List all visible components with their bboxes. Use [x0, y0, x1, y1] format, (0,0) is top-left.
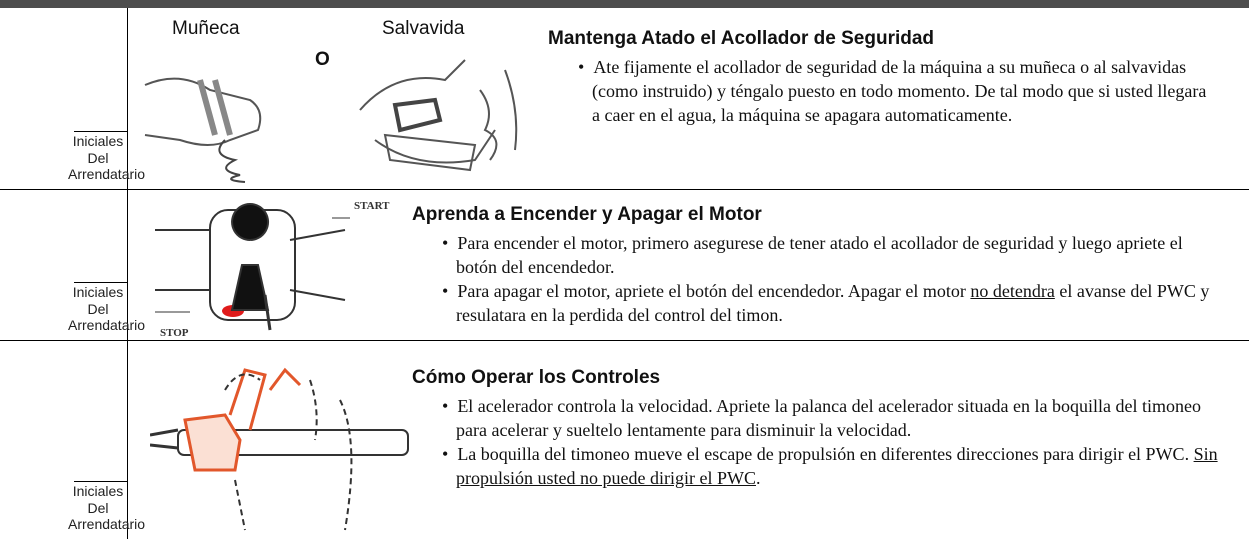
initials-line: Arrendatario — [68, 166, 146, 182]
bullet: • El acelerador controla la velocidad. A… — [442, 396, 1201, 440]
start-stop-illustration — [155, 203, 350, 331]
initials-line: Iniciales — [72, 483, 124, 499]
bullet-text: El acelerador controla la velocidad. Apr… — [456, 396, 1201, 440]
underlined-text: Sin propulsión usted no puede dirigir el… — [456, 444, 1218, 488]
initials-line: Iniciales — [72, 284, 124, 300]
signature-line — [74, 282, 127, 283]
wrist-illustration — [144, 77, 262, 183]
underlined-text: no detendra — [970, 281, 1055, 301]
row-divider — [0, 189, 1249, 190]
image-label: Salvavida — [382, 18, 465, 39]
initials-line: Arrendatario — [68, 516, 146, 532]
section-title: Cómo Operar los Controles — [412, 367, 661, 388]
top-bar — [0, 0, 1249, 8]
lifejacket-illustration — [359, 59, 518, 172]
bullet-list: • Para encender el motor, primero asegur… — [432, 231, 1222, 327]
section-title: Aprenda a Encender y Apagar el Motor — [412, 204, 762, 225]
bullet-text: el avanse del PWC y resulatara en la per… — [456, 281, 1210, 325]
bullet-text: Ate fijamente el acollador de seguridad … — [592, 57, 1207, 125]
image-label: STOP — [160, 327, 189, 339]
image-label: START — [354, 200, 390, 212]
bullet-list: • Ate fijamente el acollador de segurida… — [568, 55, 1208, 127]
signature-line — [74, 131, 127, 132]
bullet-text: . — [755, 468, 761, 488]
throttle-illustration — [150, 367, 409, 531]
bullet-text: Para encender el motor, primero asegures… — [456, 233, 1183, 277]
column-divider — [127, 8, 128, 539]
image-label: Muñeca — [172, 18, 240, 39]
initials-line: Arrendatario — [68, 317, 146, 333]
image-label: O — [315, 49, 330, 70]
initials-label: Iniciales Del Arrendatario — [68, 133, 146, 183]
initials-line: Del — [87, 499, 109, 516]
initials-line: Del — [87, 300, 109, 317]
bullet: • Para apagar el motor, apriete el botón… — [442, 281, 1210, 325]
bullet: • Ate fijamente el acollador de segurida… — [578, 57, 1207, 125]
bullet-list: • El acelerador controla la velocidad. A… — [432, 394, 1222, 490]
bullet-text: Para apagar el motor, apriete el botón d… — [457, 281, 971, 301]
signature-line — [74, 481, 127, 482]
initials-line: Del — [87, 149, 109, 166]
bullet: • Para encender el motor, primero asegur… — [442, 233, 1183, 277]
bullet: • La boquilla del timoneo mueve el escap… — [442, 444, 1218, 488]
initials-label: Iniciales Del Arrendatario — [68, 284, 146, 334]
row-divider — [0, 340, 1249, 341]
initials-line: Iniciales — [72, 133, 124, 149]
initials-label: Iniciales Del Arrendatario — [68, 483, 146, 533]
bullet-text: La boquilla del timoneo mueve el escape … — [457, 444, 1194, 464]
section-title: Mantenga Atado el Acollador de Seguridad — [548, 28, 935, 49]
